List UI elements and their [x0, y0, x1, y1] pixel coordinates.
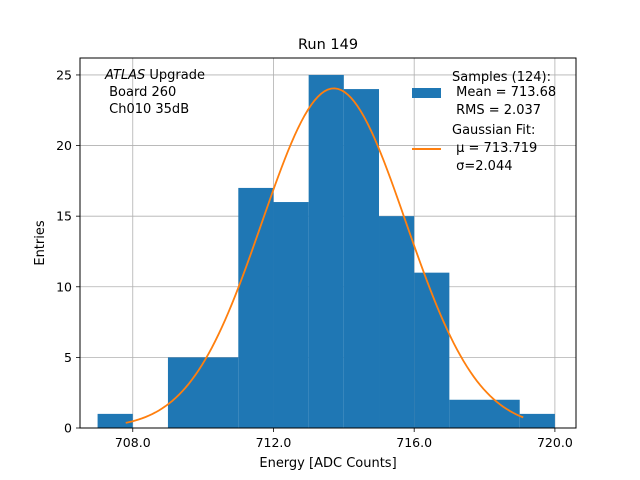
x-tick-label: 716.0	[396, 435, 432, 450]
x-tick-label: 708.0	[115, 435, 151, 450]
y-tick-label: 15	[56, 209, 72, 224]
histogram-bar	[308, 74, 344, 428]
histogram-bar	[519, 413, 555, 428]
annotation-upgrade: Upgrade	[145, 68, 205, 83]
x-tick-label: 720.0	[537, 435, 573, 450]
annotation-line-3: Ch010 35dB	[105, 102, 189, 117]
legend-samples-rms: RMS = 2.037	[452, 103, 541, 118]
y-tick-label: 25	[56, 67, 72, 82]
x-tick-label: 712.0	[256, 435, 292, 450]
legend-fit-title: Gaussian Fit:	[452, 123, 535, 138]
histogram-bar	[97, 413, 133, 428]
legend-samples-mean: Mean = 713.68	[452, 85, 556, 100]
annotation-line-2: Board 260	[105, 85, 176, 100]
annotation-atlas: ATLAS	[104, 68, 145, 83]
chart-title: Run 149	[298, 37, 358, 53]
histogram-bars	[97, 74, 555, 429]
fit-line	[125, 87, 524, 424]
histogram-bar	[449, 399, 520, 428]
run-annotation: ATLAS Upgrade Board 260 Ch010 35dB	[104, 68, 205, 117]
legend-samples-swatch	[412, 88, 441, 98]
gaussian-fit-curve	[125, 87, 524, 424]
histogram-bar	[343, 89, 380, 429]
plot-frame	[79, 57, 577, 429]
y-tick-label: 0	[64, 421, 72, 436]
legend-fit-mu: μ = 713.719	[452, 141, 537, 156]
histogram-bar	[273, 202, 309, 428]
annotation-line-1: ATLAS Upgrade	[104, 68, 205, 83]
histogram-bar	[414, 272, 450, 428]
y-tick-label: 20	[56, 138, 72, 153]
axis-ticks: 708.0 712.0 716.0 720.0 0 5 10 15 20 25	[56, 67, 573, 450]
histogram-bar	[238, 187, 274, 428]
histogram-bar	[379, 216, 415, 428]
legend-fit-sigma: σ=2.044	[452, 159, 512, 174]
legend-samples-title: Samples (124):	[452, 70, 551, 85]
legend: Samples (124): Mean = 713.68 RMS = 2.037…	[412, 70, 556, 174]
y-tick-label: 5	[64, 350, 72, 365]
x-axis-label: Energy [ADC Counts]	[259, 456, 396, 471]
y-tick-label: 10	[56, 279, 72, 294]
histogram-bar	[167, 357, 239, 428]
y-axis-label: Entries	[33, 220, 48, 266]
